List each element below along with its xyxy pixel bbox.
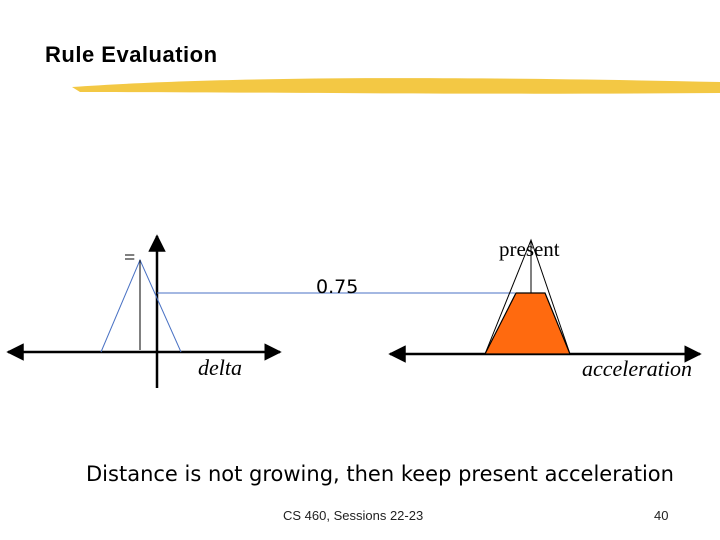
membership-level-label: 0.75 <box>316 276 358 298</box>
present-clipped-area <box>484 292 571 355</box>
footer-course: CS 460, Sessions 22-23 <box>283 508 424 523</box>
zero-set-label: = <box>124 247 135 269</box>
delta-plot: = delta <box>6 234 282 388</box>
present-set-label: present <box>499 237 560 261</box>
delta-axis-label: delta <box>198 355 242 380</box>
acceleration-axis-label: acceleration <box>582 356 692 381</box>
rule-caption: Distance is not growing, then keep prese… <box>86 462 674 486</box>
acceleration-plot: present acceleration <box>388 237 702 381</box>
slide-title: Rule Evaluation <box>45 42 218 67</box>
title-highlight-bar <box>72 78 720 94</box>
page-number: 40 <box>654 508 669 523</box>
zero-membership-triangle <box>100 258 182 353</box>
